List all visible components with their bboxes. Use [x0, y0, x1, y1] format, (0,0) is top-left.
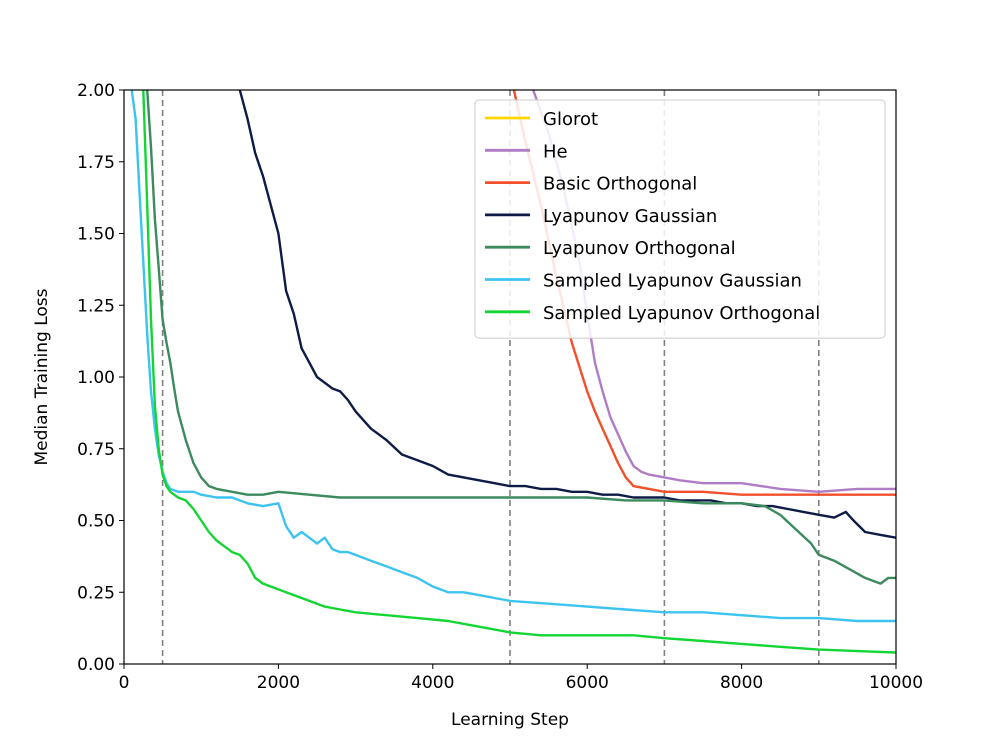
x-tick-label-0: 0 [119, 673, 130, 693]
y-tick-label-8: 2.00 [77, 81, 115, 101]
legend: Glorot He Basic Orthogonal Lyapunov Gaussia… [474, 99, 886, 339]
x-tick-label-1: 2000 [257, 673, 300, 693]
y-axis: 0.00 0.25 0.50 0.75 1.00 1.25 1.50 1.75 2.00 [77, 81, 124, 675]
series-line-6 [142, 90, 896, 654]
legend-label-4: Lyapunov Orthogonal [543, 238, 736, 259]
series-line-3 [238, 90, 896, 539]
y-tick-label-3: 0.75 [77, 440, 115, 460]
x-tick-label-2: 4000 [411, 673, 454, 693]
legend-label-3: Lyapunov Gaussian [543, 206, 717, 227]
y-tick-label-4: 1.00 [77, 368, 115, 388]
y-tick-label-6: 1.50 [77, 225, 115, 245]
x-tick-label-5: 10000 [869, 673, 923, 693]
y-tick-label-2: 0.50 [77, 512, 115, 532]
y-tick-label-5: 1.25 [77, 296, 115, 316]
legend-label-1: He [543, 141, 568, 162]
legend-label-2: Basic Orthogonal [543, 174, 697, 195]
series-line-4 [146, 90, 896, 585]
y-axis-label: Median Training Loss [32, 288, 52, 465]
y-tick-label-0: 0.00 [77, 655, 115, 675]
legend-label-0: Glorot [543, 109, 598, 130]
y-tick-label-7: 1.75 [77, 153, 115, 173]
x-tick-label-3: 6000 [566, 673, 609, 693]
legend-label-5: Sampled Lyapunov Gaussian [543, 271, 802, 292]
x-axis-label: Learning Step [451, 710, 569, 730]
y-tick-label-1: 0.25 [77, 583, 115, 603]
legend-label-6: Sampled Lyapunov Orthogonal [543, 303, 820, 324]
x-tick-label-4: 8000 [720, 673, 763, 693]
x-axis: 0 2000 4000 6000 8000 10000 [119, 664, 923, 693]
legend-box [474, 99, 886, 339]
